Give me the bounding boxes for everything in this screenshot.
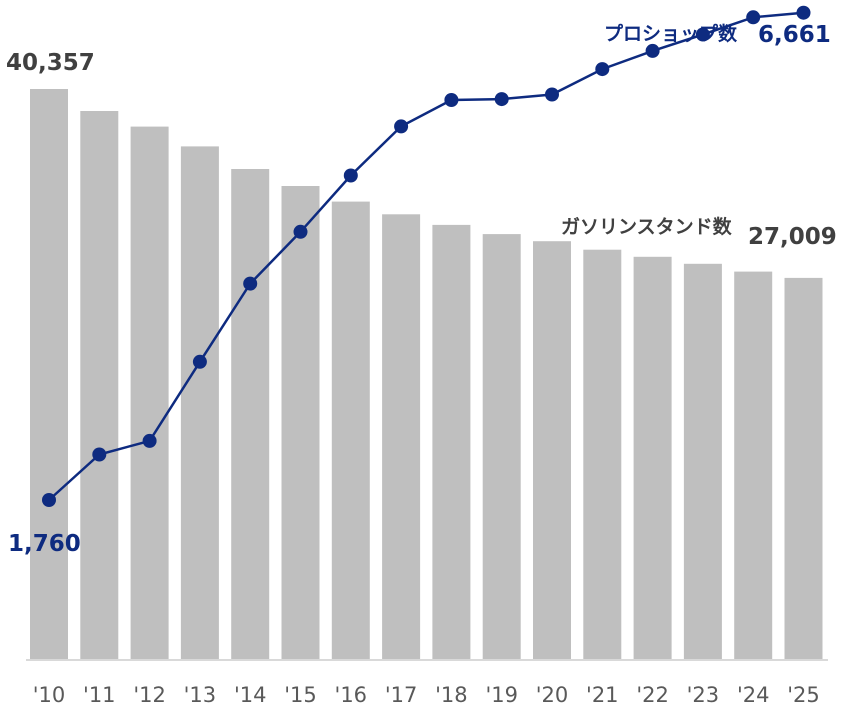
line-path <box>48 11 804 501</box>
line-point-6 <box>343 168 358 183</box>
bar-1 <box>80 111 119 660</box>
x-tick-label: '21 <box>586 683 619 707</box>
x-tick-label: '17 <box>385 683 418 707</box>
line-first-value-label: 1,760 <box>8 531 81 557</box>
line-point-15 <box>796 5 811 20</box>
line-point-4 <box>243 276 258 291</box>
line-point-13 <box>695 27 710 42</box>
bar-10 <box>533 241 571 660</box>
x-axis-ticks: '10 '11 '12 '13 '14 '15 '16 '17 '18 '19 '20 '21 '22 '… <box>33 683 820 707</box>
bar-first-value-label: 40,357 <box>6 50 95 76</box>
bar-13 <box>683 263 722 660</box>
line-point-8 <box>444 93 459 107</box>
bar-5 <box>281 186 320 660</box>
bar-last-value-label: 27,009 <box>748 224 837 250</box>
bar-4 <box>231 169 270 660</box>
x-tick-label: '12 <box>133 683 166 707</box>
bar-series-gas-stations <box>30 89 823 661</box>
x-tick-label: '10 <box>33 683 66 707</box>
line-series-pro-shops <box>42 5 811 522</box>
line-series-name-label: プロショップ数 <box>604 22 738 45</box>
line-point-11 <box>595 62 610 77</box>
x-tick-label: '13 <box>184 683 217 707</box>
line-point-2 <box>142 433 157 448</box>
bar-7 <box>382 214 421 661</box>
line-last-value-label: 6,661 <box>758 22 831 48</box>
x-tick-label: '20 <box>536 683 569 707</box>
line-point-0 <box>42 493 56 507</box>
bar-15 <box>784 277 823 660</box>
bar-9 <box>482 234 521 660</box>
x-tick-label: '22 <box>636 683 669 707</box>
line-point-7 <box>394 119 409 134</box>
line-point-10 <box>545 87 559 102</box>
x-tick-label: '11 <box>83 683 116 707</box>
line-point-1 <box>92 447 107 462</box>
line-point-5 <box>293 224 308 239</box>
bar-11 <box>583 249 622 660</box>
bar-2 <box>130 126 169 661</box>
x-tick-label: '19 <box>485 683 518 707</box>
x-tick-label: '25 <box>787 683 820 707</box>
bar-6 <box>331 201 370 660</box>
line-point-12 <box>645 43 660 58</box>
bar-8 <box>432 224 471 660</box>
x-tick-label: '24 <box>737 683 770 707</box>
x-tick-label: '14 <box>234 683 267 707</box>
bar-12 <box>633 256 672 660</box>
x-tick-label: '15 <box>284 683 317 707</box>
x-tick-label: '16 <box>335 683 368 707</box>
bar-series-name-label: ガソリンスタンド数 <box>561 215 733 238</box>
line-point-14 <box>746 10 761 25</box>
bar-0 <box>30 89 68 660</box>
x-tick-label: '18 <box>435 683 468 707</box>
x-tick-label: '23 <box>687 683 720 707</box>
bar-14 <box>734 271 773 660</box>
bar-3 <box>180 146 219 660</box>
line-point-3 <box>192 354 207 369</box>
line-point-9 <box>494 92 509 107</box>
